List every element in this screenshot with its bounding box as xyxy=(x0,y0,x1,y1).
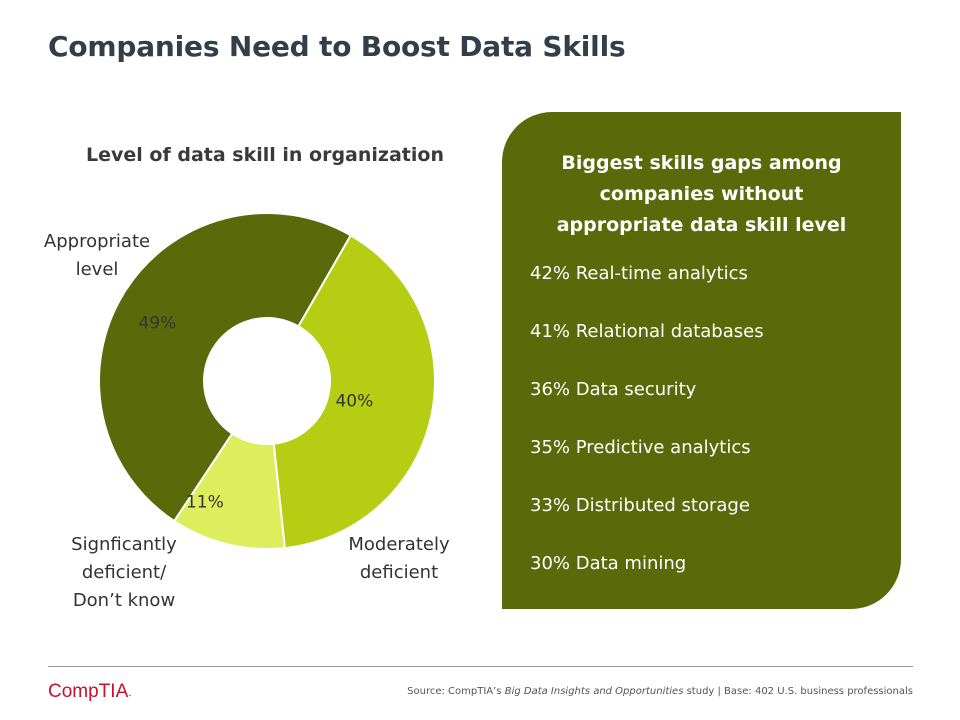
source-suffix: study | Base: 402 U.S. business professi… xyxy=(683,686,913,697)
source-study-name: Big Data Insights and Opportunities xyxy=(504,686,684,697)
skills-gaps-title: Biggest skills gaps among companies with… xyxy=(502,112,901,241)
slice-moderately-deficient xyxy=(272,233,436,550)
skills-gaps-list: 42% Real-time analytics 41% Relational d… xyxy=(530,263,764,611)
page-title: Companies Need to Boost Data Skills xyxy=(48,30,626,63)
chart-title: Level of data skill in organization xyxy=(86,144,444,166)
logo-text: CompTIA xyxy=(48,681,129,702)
skills-gaps-title-line: Biggest skills gaps among xyxy=(561,152,842,174)
category-label-line: deficient xyxy=(359,562,439,583)
category-label-line: level xyxy=(75,259,119,280)
skills-gap-item: 33% Distributed storage xyxy=(530,495,750,516)
logo-dot: . xyxy=(128,685,132,699)
slice-appropriate-level xyxy=(98,212,353,523)
category-label-moderate: Moderately deficient xyxy=(332,531,466,587)
category-label-line: Signficantly xyxy=(71,534,177,555)
skills-gaps-title-line: appropriate data skill level xyxy=(556,214,847,236)
slice-significantly-deficient xyxy=(172,432,286,550)
category-label-appropriate: Appropriate level xyxy=(32,228,162,284)
skills-gap-item: 42% Real-time analytics xyxy=(530,263,748,284)
footer-divider xyxy=(48,666,913,667)
donut-chart: 49% 40% 11% xyxy=(98,212,436,550)
category-label-line: Don’t know xyxy=(72,590,176,611)
source-prefix: Source: CompTIA’s xyxy=(407,686,505,697)
skills-gap-item: 36% Data security xyxy=(530,379,697,400)
comptia-logo: CompTIA. xyxy=(48,681,132,703)
slice-label-appropriate: 49% xyxy=(138,313,176,333)
category-label-line: deficient/ xyxy=(81,562,167,583)
category-label-line: Appropriate xyxy=(43,231,151,252)
skills-gap-item: 35% Predictive analytics xyxy=(530,437,751,458)
category-label-significant: Signficantly deficient/ Don’t know xyxy=(56,531,192,615)
slice-label-moderate: 40% xyxy=(335,391,373,411)
skills-gaps-panel: Biggest skills gaps among companies with… xyxy=(502,112,901,609)
category-label-line: Moderately xyxy=(348,534,450,555)
slice-label-significant: 11% xyxy=(186,493,224,513)
source-note: Source: CompTIA’s Big Data Insights and … xyxy=(407,686,913,697)
skills-gap-item: 41% Relational databases xyxy=(530,321,764,342)
skills-gaps-title-line: companies without xyxy=(599,183,804,205)
skills-gap-item: 30% Data mining xyxy=(530,553,687,574)
